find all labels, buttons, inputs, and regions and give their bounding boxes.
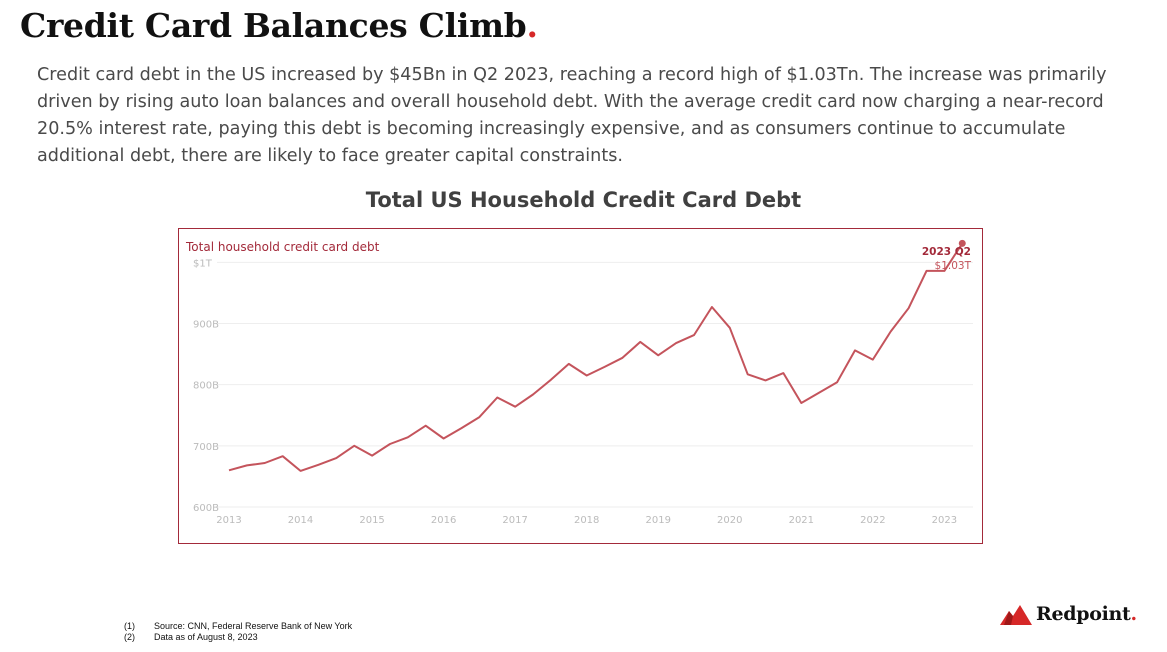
y-tick-label: 900B [193,320,219,331]
redpoint-logo: Redpoint. [1000,603,1137,625]
chart-heading: Total US Household Credit Card Debt [365,188,802,212]
x-tick-label: 2015 [359,515,384,526]
chart-panel: 600B 700B 800B 900B $1T 2013 2014 2015 2016 2017 2… [178,228,983,544]
x-tick-label: 2021 [789,515,814,526]
x-tick-label: 2016 [431,515,456,526]
x-tick-label: 2023 [932,515,957,526]
x-tick-label: 2013 [216,515,241,526]
footnote-text: Source: CNN, Federal Reserve Bank of New… [154,621,353,631]
slide-description: Credit card debt in the US increased by … [37,65,1107,166]
annotation-value: $1.03T [935,260,972,272]
x-tick-label: 2014 [288,515,313,526]
end-point-marker [958,239,966,247]
slide-title: Credit Card Balances Climb. [20,6,538,45]
x-tick-label: 2017 [502,515,527,526]
annotation-label: 2023 Q2 [922,246,971,258]
chart-title: Total household credit card debt [185,240,380,254]
footnotes: (1) Source: CNN, Federal Reserve Bank of… [124,621,352,643]
y-tick-label: 700B [193,442,219,453]
footnote-1: (1) Source: CNN, Federal Reserve Bank of… [124,621,352,632]
footnote-2: (2) Data as of August 8, 2023 [124,632,352,643]
x-tick-label: 2022 [860,515,885,526]
y-tick-label: $1T [193,258,213,269]
footnote-number: (1) [124,621,135,631]
line-chart: 600B 700B 800B 900B $1T 2013 2014 2015 2016 2017 2… [185,239,973,526]
x-tick-label: 2020 [717,515,742,526]
footnote-number: (2) [124,632,135,642]
logo-wordmark: Redpoint. [1036,603,1137,625]
x-tick-label: 2019 [646,515,671,526]
title-accent-dot: . [526,6,538,45]
logo-text: Redpoint [1036,603,1131,625]
logo-accent-dot: . [1130,603,1138,625]
slide-title-text: Credit Card Balances Climb [20,6,527,45]
y-tick-label: 800B [193,381,219,392]
x-tick-label: 2018 [574,515,599,526]
redpoint-mountain-icon [1000,605,1032,625]
y-tick-label: 600B [193,503,219,514]
footnote-text: Data as of August 8, 2023 [154,632,258,642]
series-line [228,242,964,472]
